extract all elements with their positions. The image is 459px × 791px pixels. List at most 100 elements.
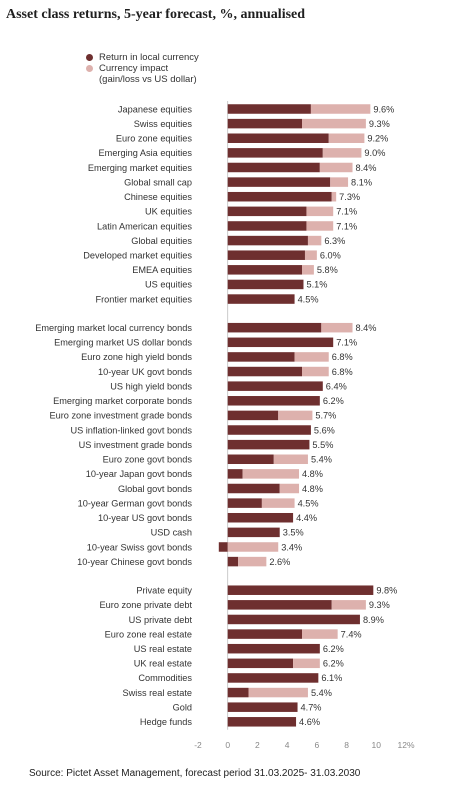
data-label: 6.3% (324, 236, 345, 246)
row-label: Euro zone investment grade bonds (50, 411, 193, 421)
row-label: Emerging market equities (88, 163, 193, 173)
bar-currency (310, 104, 371, 114)
row-label: 10-year US govt bonds (98, 513, 192, 523)
bar-local (227, 396, 320, 406)
bar-local (227, 673, 319, 683)
data-label: 6.2% (323, 644, 344, 654)
data-label: 5.5% (312, 440, 333, 450)
row-label: Japanese equities (118, 104, 192, 114)
row-label: Emerging market local currency bonds (35, 323, 192, 333)
bar-currency (248, 687, 308, 698)
data-label: 4.4% (296, 513, 317, 523)
data-label: 8.1% (351, 177, 372, 187)
row-label: Developed market equities (83, 251, 192, 261)
bar-local (227, 279, 304, 290)
data-label: 7.4% (341, 629, 362, 639)
data-label: 7.1% (336, 207, 357, 217)
row-label: US investment grade bonds (79, 440, 193, 450)
row-label: Emerging market US dollar bonds (54, 338, 192, 348)
data-label: 8.4% (356, 163, 377, 173)
data-label: 5.8% (317, 265, 338, 275)
data-label: 8.9% (363, 615, 384, 625)
x-tick-label: 12% (397, 740, 414, 750)
row-label: US inflation-linked govt bonds (70, 425, 192, 435)
bar-currency (278, 410, 313, 421)
bar-local (218, 542, 228, 552)
bar-local (227, 512, 294, 523)
data-label: 4.7% (301, 702, 322, 712)
bar-local (227, 658, 294, 669)
data-label: 6.2% (323, 396, 344, 406)
data-label: 6.0% (320, 251, 341, 261)
row-label: Euro zone high yield bonds (81, 352, 192, 362)
row-label: Latin American equities (97, 221, 192, 231)
bar-local (227, 717, 297, 727)
row-label: Euro zone govt bonds (103, 455, 193, 465)
bar-currency (261, 498, 295, 508)
bar-local (227, 294, 295, 304)
bar-currency (302, 366, 329, 377)
x-tick-label: 10 (372, 740, 382, 750)
bar-local (227, 454, 274, 465)
bar-local (227, 702, 298, 712)
data-label: 3.4% (281, 542, 302, 552)
row-label: Euro zone equities (116, 134, 193, 144)
data-label: 4.8% (302, 469, 323, 479)
row-label: EMEA equities (132, 265, 192, 275)
data-label: 9.3% (369, 119, 390, 129)
x-tick-label: 4 (285, 740, 290, 750)
bar-currency (306, 206, 334, 217)
row-label: 10-year Swiss govt bonds (87, 542, 193, 552)
legend: Return in local currency Currency impact… (86, 52, 199, 85)
row-label: Private equity (136, 586, 192, 596)
row-label: US equities (145, 280, 192, 290)
data-label: 4.6% (299, 717, 320, 727)
row-label: Commodities (138, 673, 192, 683)
row-label: Global equities (131, 236, 192, 246)
data-label: 8.4% (356, 323, 377, 333)
data-label: 4.5% (298, 498, 319, 508)
row-label: Global govt bonds (118, 484, 192, 494)
data-label: 6.4% (326, 381, 347, 391)
bar-local (227, 556, 239, 567)
bar-local (227, 425, 311, 435)
bar-local (227, 162, 320, 173)
x-tick-label: 2 (255, 740, 260, 750)
bar-local (227, 439, 310, 450)
data-label: 6.1% (321, 673, 342, 683)
bar-currency (302, 265, 314, 275)
legend-item-local: Return in local currency (86, 52, 199, 63)
data-label: 9.8% (376, 586, 397, 596)
bar-local (227, 322, 322, 333)
legend-label-currency-sub: (gain/loss vs US dollar) (99, 74, 197, 85)
bar-currency (330, 177, 349, 187)
bar-currency (302, 629, 338, 639)
x-tick-label: 0 (225, 740, 230, 750)
bar-local (227, 600, 332, 610)
bar-local (227, 366, 302, 377)
bar-local (227, 235, 308, 246)
data-label: 5.6% (314, 425, 335, 435)
source-note: Source: Pictet Asset Management, forecas… (29, 768, 361, 779)
bar-local (227, 352, 295, 362)
data-label: 9.3% (369, 600, 390, 610)
bar-local (227, 469, 243, 479)
bar-currency (321, 322, 353, 333)
row-label: US private debt (129, 615, 193, 625)
data-label: 4.8% (302, 484, 323, 494)
row-label: 10-year Japan govt bonds (86, 469, 193, 479)
row-label: 10-year UK govt bonds (98, 367, 192, 377)
chart-title: Asset class returns, 5-year forecast, %,… (6, 7, 306, 22)
bar-local (227, 118, 302, 129)
bar-local (227, 483, 280, 494)
bar-currency (302, 118, 366, 129)
data-label: 7.1% (336, 338, 357, 348)
row-label: UK equities (145, 207, 192, 217)
row-label: Hedge funds (140, 717, 193, 727)
row-label: Swiss equities (134, 119, 193, 129)
bar-currency (227, 542, 279, 552)
data-label: 6.8% (332, 367, 353, 377)
bar-local (227, 177, 331, 187)
data-label: 3.5% (283, 528, 304, 538)
